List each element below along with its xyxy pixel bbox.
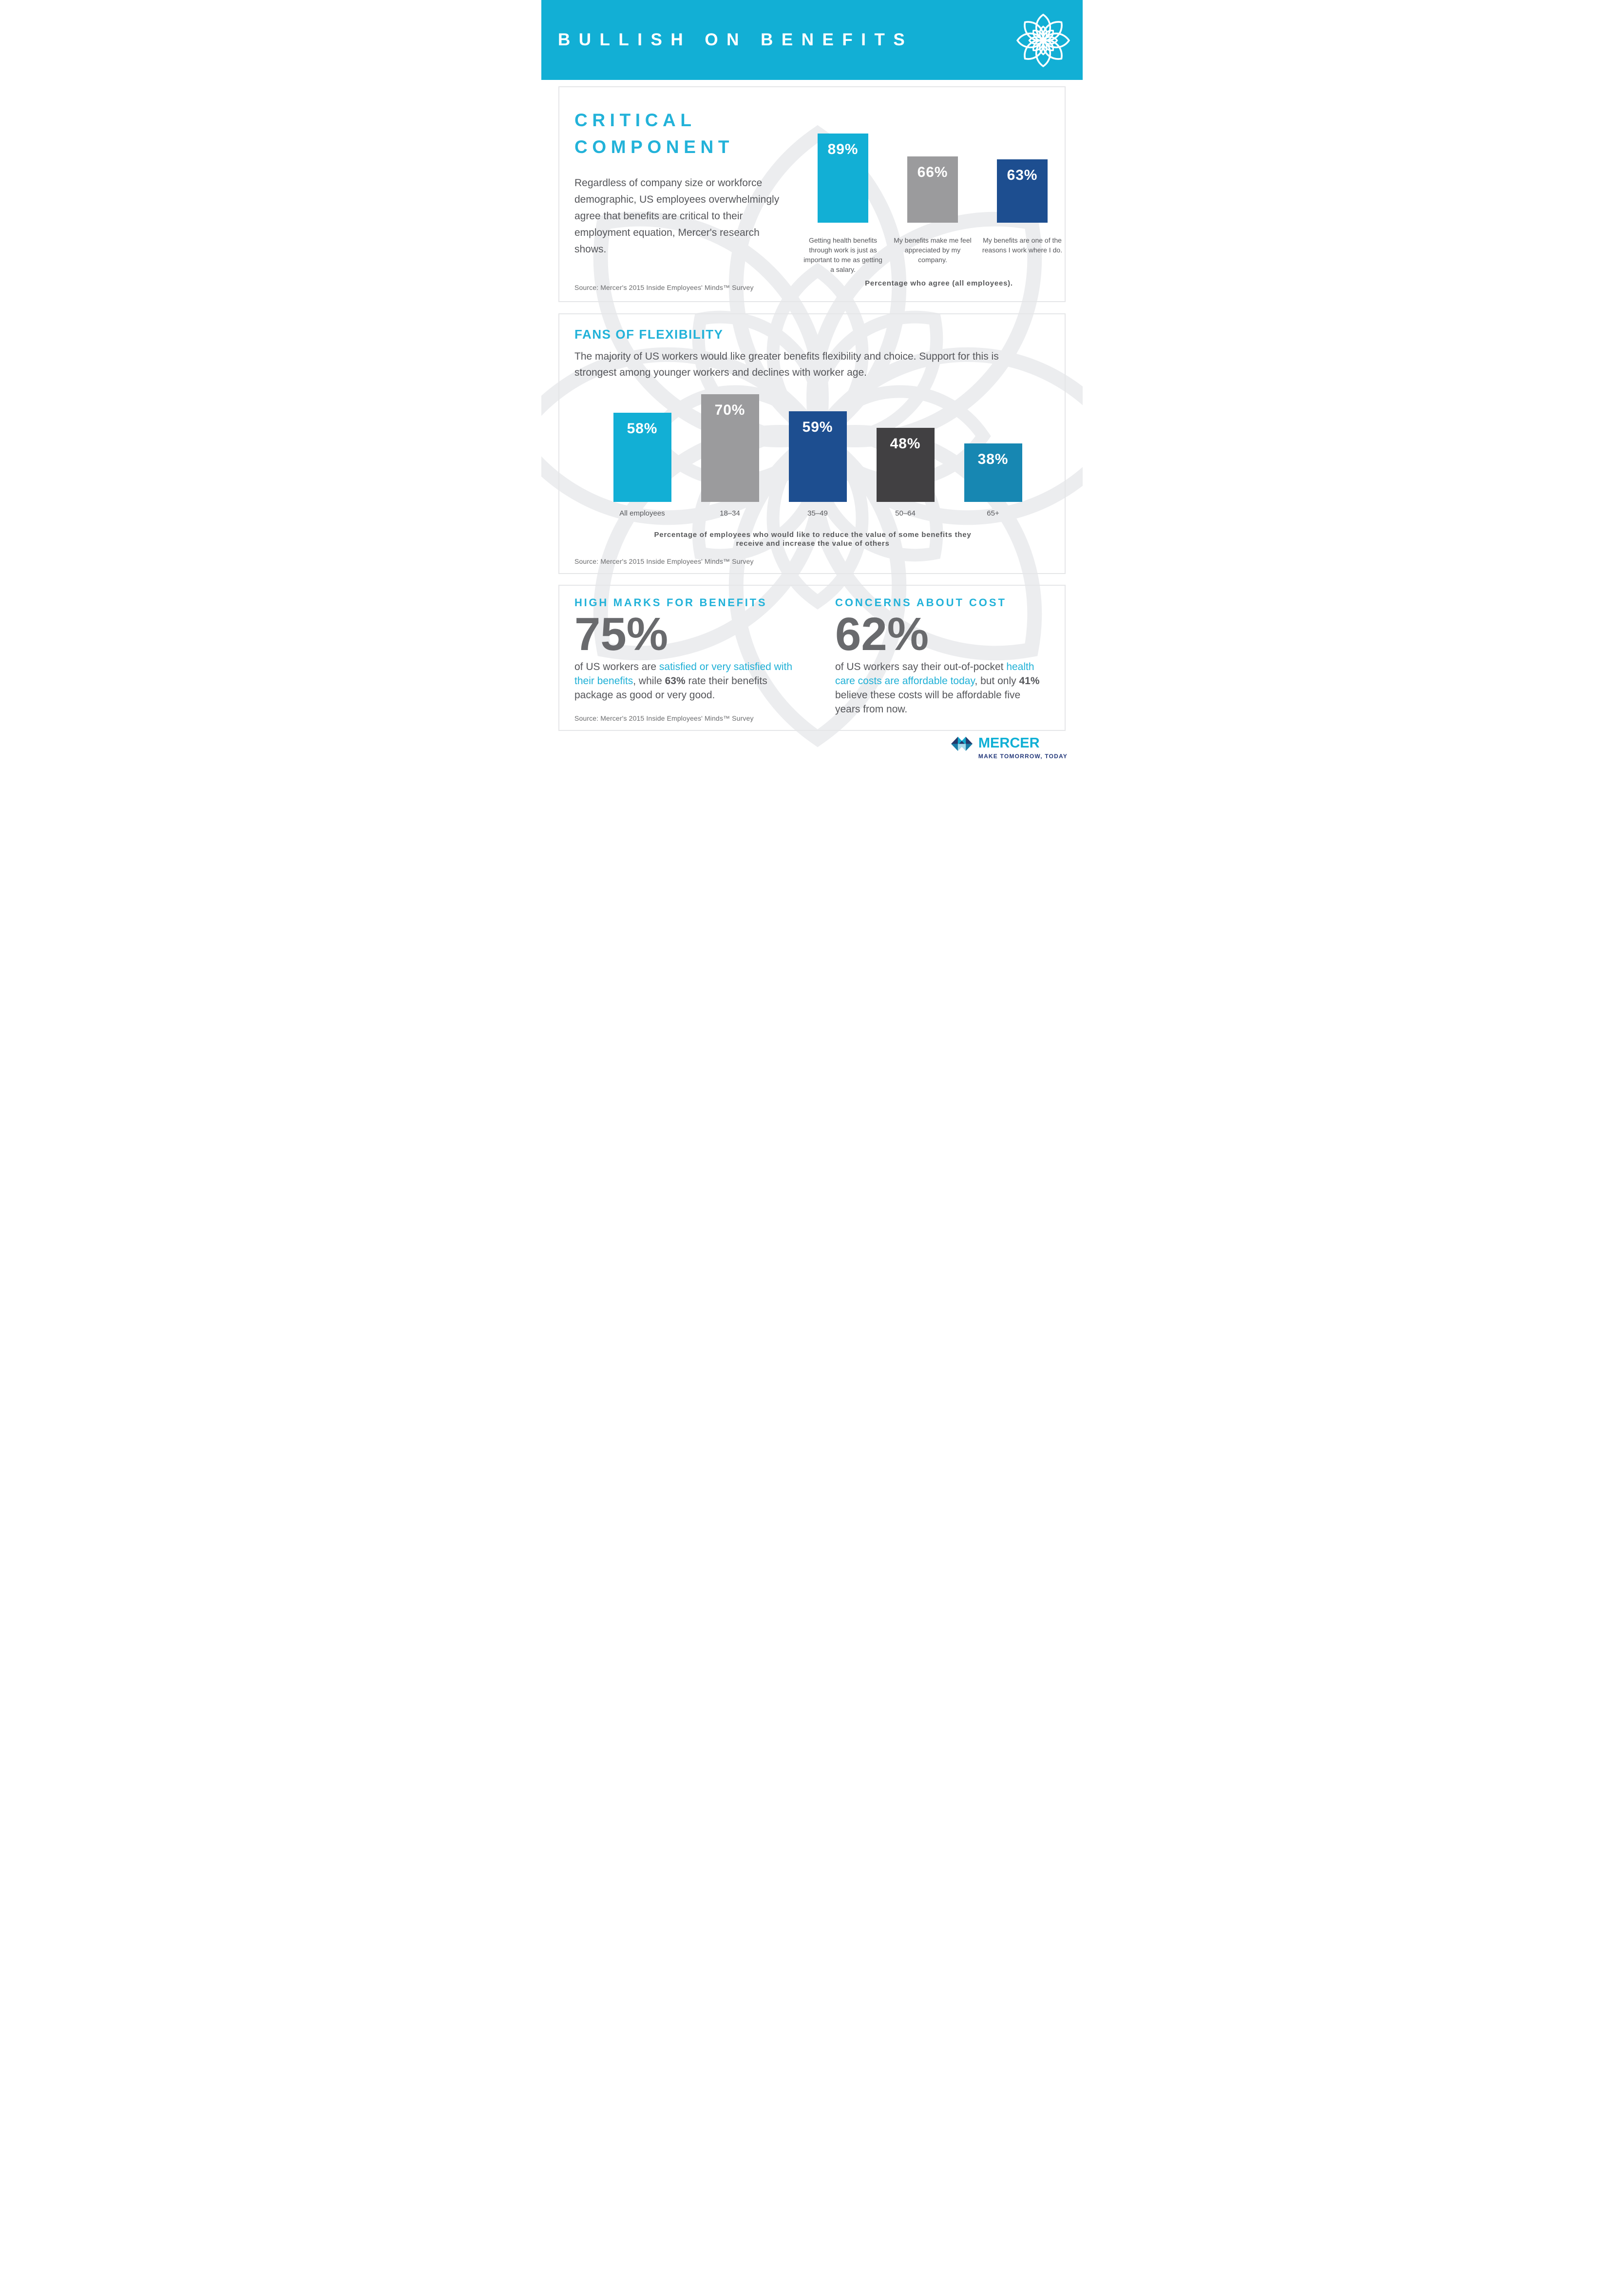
mercer-wordmark-block: MERCER MAKE TOMORROW, TODAY bbox=[978, 735, 1068, 760]
bar-category-label: Getting health benefits through work is … bbox=[803, 236, 882, 273]
bar-feel-appreciated: 66% bbox=[907, 156, 958, 223]
bar-category-label: All employees bbox=[619, 509, 665, 518]
section-fans-of-flexibility: FANS OF FLEXIBILITY The majority of US w… bbox=[558, 313, 1066, 574]
bar-value-label: 70% bbox=[714, 402, 745, 418]
concerns-cost-column: CONCERNS ABOUT COST 62% of US workers sa… bbox=[820, 586, 1049, 730]
bar-value-label: 58% bbox=[627, 421, 658, 437]
bar-category-label: 35–49 bbox=[807, 509, 828, 518]
header-banner: BULLISH ON BENEFITS bbox=[541, 0, 1083, 80]
mercer-tagline: MAKE TOMORROW, TODAY bbox=[978, 753, 1068, 760]
high-marks-column: HIGH MARKS FOR BENEFITS 75% of US worker… bbox=[559, 586, 813, 730]
chart2-column: 38% 65+ bbox=[953, 394, 1033, 518]
bar-all-employees: 58% bbox=[613, 413, 671, 502]
infographic-page: BULLISH ON BENEFITS bbox=[541, 0, 1083, 760]
chart2-column: 48% 50–64 bbox=[865, 394, 945, 518]
chart2-column: 59% 35–49 bbox=[778, 394, 858, 518]
section-bottom-stats: HIGH MARKS FOR BENEFITS 75% of US worker… bbox=[558, 585, 1066, 731]
section2-body: The majority of US workers would like gr… bbox=[574, 351, 999, 378]
bar-value-label: 89% bbox=[827, 141, 859, 157]
stat-62-percent: 62% bbox=[835, 608, 929, 660]
bar-age-18-34: 70% bbox=[701, 394, 759, 502]
chart1-caption: Percentage who agree (all employees). bbox=[865, 279, 1013, 288]
chart2-column: 70% 18–34 bbox=[690, 394, 770, 518]
mercer-logo-mark-icon bbox=[951, 736, 973, 751]
bar-chart-agreement: 89% Getting health benefits through work… bbox=[802, 134, 1063, 274]
section1-body: Regardless of company size or workforce … bbox=[574, 177, 780, 255]
section-critical-component: CRITICAL COMPONENT Regardless of company… bbox=[558, 86, 1066, 302]
bar-value-label: 48% bbox=[890, 436, 921, 452]
bar-value-label: 66% bbox=[917, 164, 948, 180]
bar-value-label: 38% bbox=[977, 451, 1009, 467]
bar-age-50-64: 48% bbox=[876, 428, 935, 502]
bar-value-label: 63% bbox=[1007, 167, 1038, 183]
mercer-wordmark: MERCER bbox=[978, 735, 1040, 751]
page-title: BULLISH ON BENEFITS bbox=[558, 30, 914, 49]
section2-source: Source: Mercer's 2015 Inside Employees' … bbox=[574, 557, 754, 565]
bar-age-65-plus: 38% bbox=[964, 443, 1022, 502]
bar-category-label: 50–64 bbox=[895, 509, 916, 518]
bar-age-35-49: 59% bbox=[788, 411, 847, 502]
bar-category-label: 65+ bbox=[987, 509, 999, 518]
bar-category-label: My benefits are one of the reasons I wor… bbox=[982, 236, 1063, 254]
flower-logo-icon bbox=[1016, 14, 1070, 67]
section1-heading: CRITICAL COMPONENT bbox=[574, 110, 734, 157]
bar-health-benefits: 89% bbox=[818, 134, 868, 223]
section3-left-heading: HIGH MARKS FOR BENEFITS bbox=[574, 596, 767, 609]
section1-source: Source: Mercer's 2015 Inside Employees' … bbox=[574, 284, 754, 291]
section3-source: Source: Mercer's 2015 Inside Employees' … bbox=[574, 714, 754, 722]
chart1-column: 63% My benefits are one of the reasons I… bbox=[981, 134, 1063, 274]
mercer-logo: MERCER MAKE TOMORROW, TODAY bbox=[951, 735, 1068, 760]
bar-value-label: 59% bbox=[802, 419, 833, 435]
section2-heading: FANS OF FLEXIBILITY bbox=[574, 327, 724, 342]
chart2-caption: Percentage of employees who would like t… bbox=[654, 531, 972, 548]
chart1-column: 66% My benefits make me feel appreciated… bbox=[892, 134, 974, 274]
stat-75-percent: 75% bbox=[574, 608, 669, 660]
bar-category-label: 18–34 bbox=[720, 509, 740, 518]
section3-left-paragraph: of US workers are satisfied or very sati… bbox=[574, 661, 792, 701]
chart1-column: 89% Getting health benefits through work… bbox=[802, 134, 884, 274]
chart2-column: 58% All employees bbox=[602, 394, 682, 518]
bar-category-label: My benefits make me feel appreciated by … bbox=[894, 236, 972, 264]
bar-reason-i-work: 63% bbox=[997, 159, 1048, 223]
section3-right-paragraph: of US workers say their out-of-pocket he… bbox=[835, 661, 1040, 715]
section3-right-heading: CONCERNS ABOUT COST bbox=[835, 596, 1007, 609]
bar-chart-flexibility-by-age: 58% All employees 70% 18–34 59% 35–49 48… bbox=[602, 394, 1033, 518]
